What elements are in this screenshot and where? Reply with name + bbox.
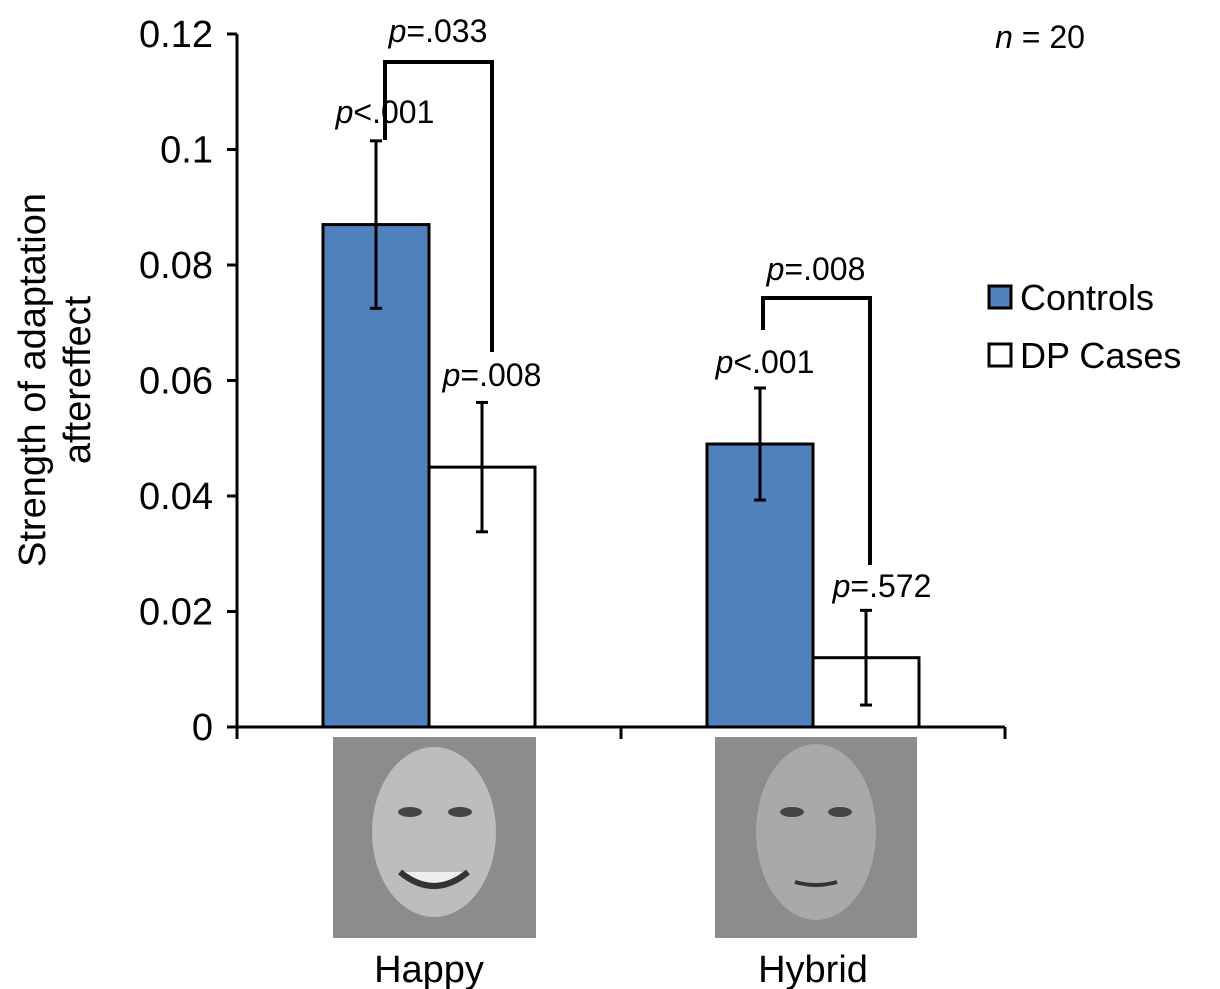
y-tick-label: 0.08 [139,245,213,287]
y-axis-label: aftereffect [57,295,99,464]
eye [448,807,472,817]
annotation: n = 20 [995,19,1085,55]
bracket [761,296,872,565]
y-tick-label: 0.12 [139,14,213,56]
annotation: p<.001 [335,94,435,130]
annotation-italic: p [766,251,785,287]
legend-swatch [987,342,1013,368]
annotation-italic: p [388,13,407,49]
x-tick-label: Happy [374,949,484,989]
annotation: p=.033 [388,13,488,49]
annotation-text: <.001 [733,344,814,380]
y-tick-label: 0.1 [160,130,213,172]
annotation-text: =.033 [406,13,487,49]
brackets [383,60,872,565]
face-images [333,737,917,938]
error-bar [370,139,382,310]
error-bar [860,608,872,707]
mouth [398,869,470,889]
error-bar [754,386,766,502]
face [372,747,496,917]
y-tick-label: 0.04 [139,476,213,518]
legend-label: DP Cases [1020,335,1181,376]
annotation: p<.001 [715,344,815,380]
annotation-text: <.001 [353,94,434,130]
annotation-italic: p [442,357,461,393]
y-tick-label: 0 [192,707,213,749]
annotation-italic: p [335,94,354,130]
y-tick-label: 0.06 [139,361,213,403]
error-bar [476,400,488,534]
eye [398,807,422,817]
annotation: p=.008 [766,251,866,287]
annotation-text: = 20 [1013,19,1085,55]
legend-label: Controls [1020,277,1154,318]
y-tick-label: 0.02 [139,592,213,634]
bracket [383,60,494,352]
annotation: p=.572 [832,568,932,604]
y-axis-label: Strength of adaptation [12,193,54,567]
annotation-text: =.572 [850,568,931,604]
annotation-italic: n [995,19,1013,55]
face [756,744,876,920]
annotation-text: =.008 [460,357,541,393]
annotation: p=.008 [442,357,542,393]
annotation-italic: p [832,568,851,604]
mouth [794,880,838,887]
annotation-italic: p [715,344,734,380]
eye [828,807,852,817]
x-tick-label: Hybrid [758,949,868,989]
annotation-text: =.008 [784,251,865,287]
legend-swatch [987,284,1013,310]
eye [780,807,804,817]
